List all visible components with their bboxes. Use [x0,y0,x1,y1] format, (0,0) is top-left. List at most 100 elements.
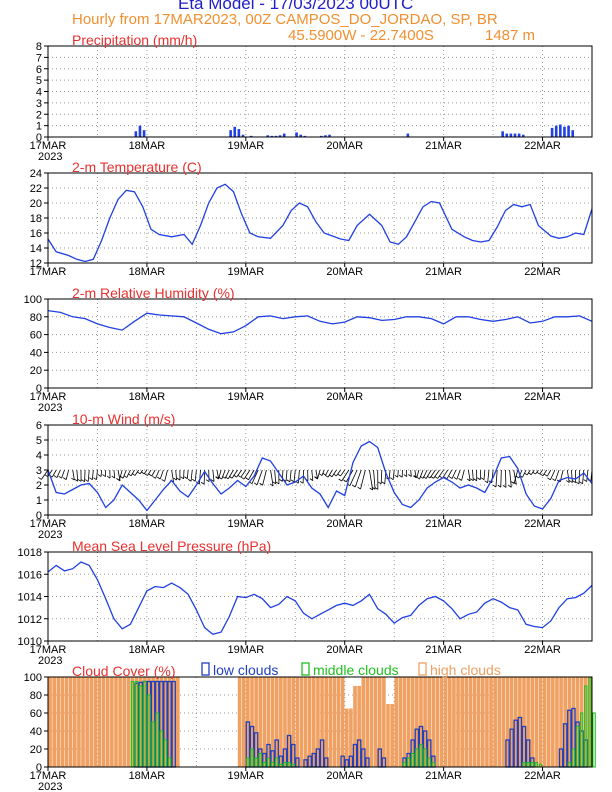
wind-barb-head [272,481,276,485]
precip-bar [509,133,513,137]
wind-barb [159,469,164,480]
wind-barb-head [152,475,156,479]
wind-barb-head [583,479,587,482]
high-clouds-bar [312,677,316,767]
wind-barb-head [579,481,583,485]
middle-clouds-legend-swatch [301,662,310,676]
wind-barb [542,469,548,477]
high-clouds-bar [266,677,271,767]
wind-barb-head [144,473,148,476]
rh-title: 2-m Relative Humidity (%) [72,285,235,301]
wind-barb [221,469,226,480]
wind-barb-head [430,476,434,479]
high-clouds-bar [287,677,291,767]
wind-barb [461,469,465,481]
temp-xtick-label: 22MAR [524,266,561,278]
wind-barb [317,469,321,479]
wind-barb [130,469,135,477]
wind-barb [164,469,168,482]
wind-barb [472,469,474,481]
wind-series-line [47,440,593,512]
rh-xtick-label: 19MAR [227,391,264,403]
high-clouds-bar [415,677,419,767]
wind-xtick-label: 19MAR [227,518,264,530]
wind-barb [582,469,585,484]
wind-barb-head [187,478,192,482]
wind-barb-head [322,472,326,476]
wind-barb [546,469,552,477]
wind-ytick-label: 5 [36,435,42,447]
wind-barb [526,469,531,476]
high-clouds-bar [567,677,572,767]
wind-ytick-label: 3 [36,465,42,477]
wind-barb [216,469,220,480]
cloud-xtick-label: 17MAR [30,770,67,782]
high-clouds-bar [427,677,432,767]
wind-barb [87,469,90,482]
wind-barb-head [210,479,215,482]
wind-barb [134,469,139,476]
wind-barb-head [215,476,219,479]
rh-ytick-label: 80 [30,312,42,324]
wind-barb-head [502,485,507,488]
wind-barb-head [566,480,570,483]
temp-ytick-label: 24 [30,168,42,180]
high-clouds-bar [538,677,543,767]
precip-bar [295,132,298,137]
high-clouds-bar [505,677,510,767]
high-clouds-bar [110,677,114,767]
middle-clouds-bar [592,712,596,768]
wind-barb [285,469,288,482]
precip-bar [237,129,241,137]
high-clouds-bar [307,677,312,767]
high-clouds-bar [526,677,530,767]
precip-ytick-label: 0 [36,132,42,144]
wind-barb-head [233,474,237,478]
high-clouds-bar [122,677,127,767]
wind-barb-head [38,477,42,480]
wind-barb-head [93,477,97,480]
high-clouds-bar [279,677,283,767]
wind-barb [175,469,177,481]
wind-barb-head [536,471,540,475]
rh-xtick-label: 17MAR [30,391,67,403]
high-clouds-bar [579,677,584,767]
wind-barb-head [394,474,398,478]
wind-barb-head [453,476,458,480]
high-clouds-bar [171,677,176,767]
high-clouds-bar [324,677,328,767]
wind-barb [190,469,193,482]
wind-barb-head [245,477,249,481]
wind-barb-head [140,471,145,475]
wind-barb-head [58,475,62,479]
precip-bar [517,133,521,137]
wind-barb [274,469,277,484]
high-clouds-bar [85,677,89,767]
wind-barb-head [492,484,497,488]
slp-xtick-label: 21MAR [425,644,462,656]
precip-bar [270,135,274,137]
wind-barb-head [111,475,115,479]
low-clouds-legend-swatch [201,662,210,676]
cloud-panel: 0 20 40 60 80 100 17MAR 18MAR 19MAR 20MAR 21MAR 22M… [24,662,596,792]
wind-barb [231,469,238,479]
wind-barb-head [458,478,462,481]
precip-bar [229,130,232,137]
precip-bar [505,133,509,137]
high-clouds-bar [419,677,423,767]
wind-barb-head [448,476,453,479]
high-clouds-bar [147,677,151,767]
high-clouds-bar [241,677,246,767]
wind-barb-head [497,484,502,488]
precip-ytick-label: 3 [36,98,42,110]
wind-barb-head [470,478,474,482]
wind-barb-head [240,476,245,480]
high-clouds-bar [250,677,254,767]
precip-bar [299,134,302,137]
location-elevation: 1487 m [485,27,536,44]
wind-barb-head [102,474,106,477]
wind-barb [341,469,350,482]
wind-barb-head [547,477,551,481]
high-clouds-bar [77,677,81,767]
high-clouds-bar [559,677,563,767]
